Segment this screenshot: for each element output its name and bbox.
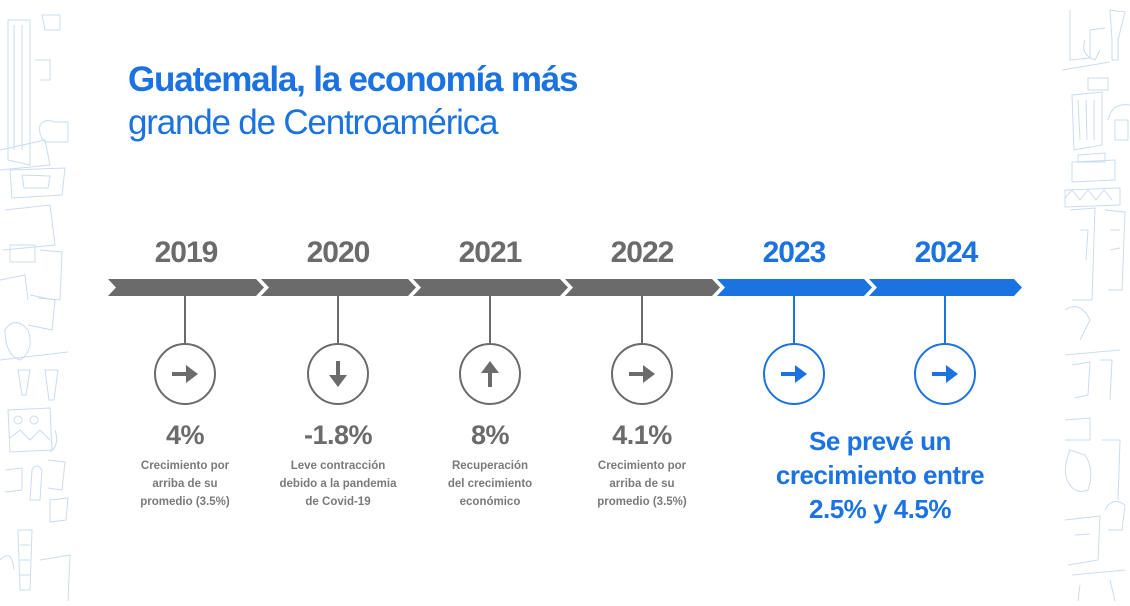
segment-2023 (717, 279, 872, 296)
year-label-2019: 2019 (154, 236, 219, 269)
arrow-down-icon (329, 361, 347, 387)
arrow-up-icon (481, 361, 499, 387)
indicator-circle-2023 (763, 343, 825, 405)
arrow-right-icon (629, 365, 655, 383)
growth-value-2020: -1.8% (303, 420, 373, 450)
segment-2022 (565, 279, 720, 296)
indicator-circle-2024 (914, 343, 976, 405)
segment-2021 (413, 279, 568, 296)
left-decorative-pattern (0, 0, 75, 602)
connector-line (337, 295, 339, 343)
growth-value-2019: 4% (165, 420, 205, 450)
connector-line (184, 295, 186, 343)
title-bold-line: Guatemala, la economía más (128, 60, 578, 99)
year-label-2023: 2023 (762, 236, 827, 269)
connector-line (793, 295, 795, 343)
segment-2020 (261, 279, 416, 296)
year-label-2020: 2020 (306, 236, 371, 269)
arrow-right-icon (932, 365, 958, 383)
right-decorative-pattern (1050, 0, 1130, 602)
arrow-right-icon (781, 365, 807, 383)
title-regular-line: grande de Centroamérica (128, 103, 498, 142)
forecast-text: Se prevé un crecimiento entre 2.5% y 4.5… (775, 426, 985, 524)
segment-2024 (869, 279, 1022, 296)
growth-value-2022: 4.1% (612, 420, 672, 450)
indicator-circle-2021 (459, 343, 521, 405)
page-title: Guatemala, la economía más grande de Cen… (128, 60, 578, 142)
arrow-right-icon (172, 365, 198, 383)
description-2022: Crecimiento por arriba de su promedio (3… (597, 460, 687, 508)
description-2019: Crecimiento por arriba de su promedio (3… (140, 460, 230, 508)
connector-line (944, 295, 946, 343)
description-2021: Recuperación del crecimiento económico (447, 460, 533, 508)
growth-value-2021: 8% (470, 420, 510, 450)
indicator-circle-2022 (611, 343, 673, 405)
year-label-2022: 2022 (610, 236, 675, 269)
connector-line (641, 295, 643, 343)
segment-2019 (108, 279, 264, 296)
indicator-circle-2019 (154, 343, 216, 405)
year-label-2021: 2021 (458, 236, 523, 269)
description-2020: Leve contracción debido a la pandemia de… (279, 460, 397, 508)
year-label-2024: 2024 (914, 236, 979, 269)
timeline-chevron-bar (108, 279, 1022, 296)
indicator-circle-2020 (307, 343, 369, 405)
connector-line (489, 295, 491, 343)
